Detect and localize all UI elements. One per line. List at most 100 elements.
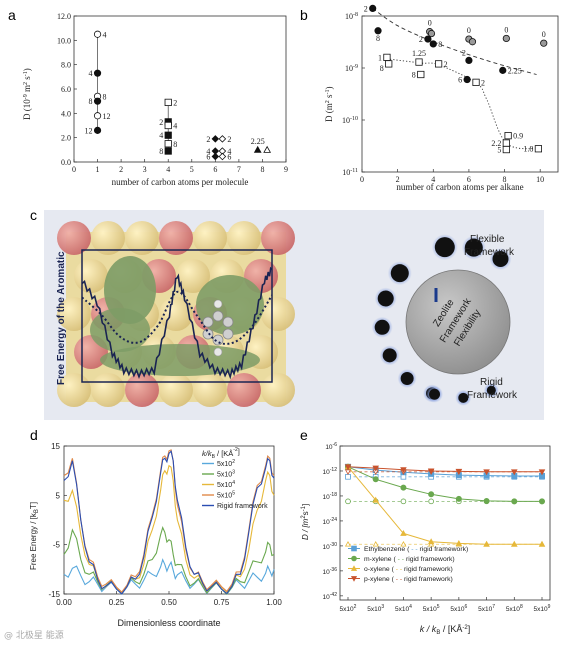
data-point	[211, 135, 220, 143]
x-tick-label: 8	[260, 165, 264, 174]
data-point	[502, 145, 510, 154]
rigid-point	[372, 541, 379, 547]
data-point	[511, 498, 518, 505]
data-point	[218, 135, 227, 143]
data-label: 8	[376, 34, 380, 43]
framework-atom	[74, 259, 108, 293]
legend-marker	[350, 565, 358, 571]
free-energy-frame	[81, 249, 273, 383]
series-line	[63, 526, 275, 595]
x-axis-label-b: number of carbon atoms per alkane	[396, 182, 523, 192]
series-line	[63, 464, 275, 595]
series-line	[347, 466, 542, 502]
rigid-point	[345, 473, 351, 480]
data-label: 5	[497, 146, 501, 155]
legend-label: m-xylene ( - - rigid framework)	[364, 556, 455, 563]
x-tick-label: 10	[536, 175, 544, 184]
x-tick-label: 0	[360, 175, 364, 184]
data-point	[372, 496, 379, 503]
data-point	[344, 464, 352, 471]
data-point	[499, 66, 507, 74]
data-point	[415, 58, 423, 66]
data-point	[483, 497, 490, 504]
framework-atom	[261, 373, 295, 407]
data-point	[538, 540, 546, 547]
data-point	[534, 145, 543, 153]
framework-atom	[227, 373, 261, 407]
flex-dot	[464, 238, 483, 257]
data-point	[463, 75, 471, 84]
framework-atom	[227, 221, 261, 255]
data-label: 0.9	[513, 132, 523, 141]
flex-dot	[458, 392, 469, 403]
x-tick-label: 0.50	[161, 598, 177, 607]
data-label: 4	[89, 69, 93, 78]
data-label: 0	[467, 26, 471, 35]
y-tick-label: 10-6	[325, 442, 337, 451]
data-point	[93, 97, 102, 105]
x-tick-label: 0	[72, 165, 76, 174]
data-label: 4	[227, 147, 231, 156]
data-label: 0	[428, 19, 432, 28]
data-point	[455, 539, 463, 546]
watermark: @ 北极星 能源	[4, 629, 64, 641]
flex-dot	[400, 371, 414, 385]
data-point	[263, 145, 272, 153]
data-point	[372, 476, 379, 483]
data-label: 2	[227, 135, 231, 144]
y-tick-label: 8.0	[61, 61, 71, 70]
data-point	[164, 131, 172, 139]
data-point	[483, 540, 490, 547]
data-label: 2.2	[491, 139, 501, 148]
free-energy-dotted-curve	[82, 290, 272, 345]
y-tick-label: 6.0	[61, 85, 71, 94]
x-axis-label-e: k / kB / [KÅ-2]	[420, 624, 470, 636]
data-point	[369, 4, 377, 13]
tick-labels-a: 0 1 2 3 4 5 6 7 8 90.02.04.06.08.010.012.0	[57, 12, 288, 174]
flex-dot	[374, 319, 390, 335]
legend-label: p-xylene ( - - rigid framework)	[364, 576, 453, 583]
panel-label-e: e	[300, 427, 308, 443]
x-tick-label: 4	[166, 165, 170, 174]
data-label: 8	[438, 40, 442, 49]
data-label: 4	[206, 147, 210, 156]
legend-label: Ethylbenzene ( - - rigid framework)	[364, 546, 468, 553]
y-tick-label: 4.0	[61, 109, 71, 118]
framework-atom	[159, 221, 193, 255]
data-point	[383, 53, 391, 61]
data-point	[417, 70, 425, 79]
data-label: 0	[542, 30, 546, 39]
data-label: 2	[173, 98, 177, 107]
legend-label: Rigid framework	[217, 503, 268, 510]
data-point	[211, 152, 220, 161]
x-tick-label: 9	[284, 165, 288, 174]
flex-dot	[434, 237, 455, 258]
legend-title: k/kB / [KÅ-2]	[202, 447, 240, 460]
y-tick-label: 10-11	[342, 168, 358, 177]
y-axis-label-b: D (m2 s-1)	[324, 86, 334, 122]
data-label: 4	[173, 122, 177, 131]
rigid-label-2: Framework	[467, 390, 518, 401]
panel-label-d: d	[30, 427, 38, 443]
data-label: 4	[159, 131, 163, 140]
data-label: 6	[458, 76, 462, 85]
data-point	[164, 147, 172, 155]
series-line	[63, 450, 275, 595]
data-point	[164, 140, 172, 148]
flex-dot	[486, 385, 496, 395]
trend-line	[372, 8, 537, 75]
data-label: 1.25	[412, 49, 426, 58]
data-point	[374, 27, 382, 35]
x-tick-label: 7	[237, 165, 241, 174]
framework-atom	[261, 297, 295, 331]
x-tick-label: 4	[431, 175, 435, 184]
data-point	[502, 34, 510, 43]
data-label: 8	[89, 97, 93, 106]
data-point	[400, 467, 407, 474]
series-line	[347, 466, 542, 473]
rigid-point	[345, 498, 351, 505]
x-tick-label: 8	[503, 175, 507, 184]
x-tick-label: 5x107	[478, 604, 495, 613]
